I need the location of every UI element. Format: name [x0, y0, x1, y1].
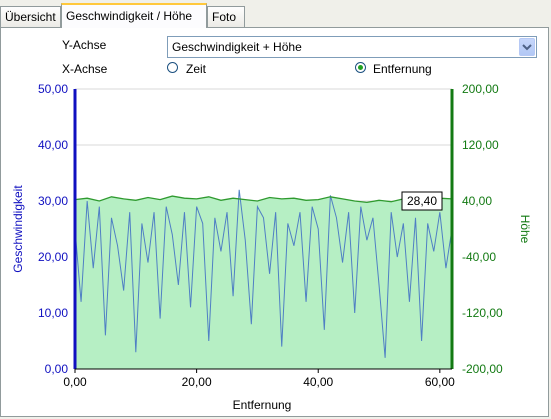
tab-overview[interactable]: Übersicht: [0, 6, 61, 27]
altitude-series-line: [74, 195, 453, 204]
y-tick-label: 40,00: [38, 138, 68, 152]
chevron-down-icon: [522, 44, 532, 51]
cursor-value-label: 28,40: [407, 194, 437, 208]
dropdown-button[interactable]: [519, 38, 535, 56]
y2-tick-label: 120,00: [462, 138, 499, 152]
x-tick-label: 40,00: [303, 375, 333, 389]
y2-axis-title: Höhe: [518, 215, 532, 244]
x-tick-label: 60,00: [425, 375, 455, 389]
y2-tick-label: 40,00: [462, 194, 492, 208]
radio-selected-dot: [358, 65, 363, 70]
tab-photo[interactable]: Foto: [207, 6, 245, 27]
altitude-area: [75, 196, 452, 369]
y2-tick-label: -40,00: [462, 250, 496, 264]
x-axis-label: X-Achse: [62, 62, 108, 76]
y-axis-label: Y-Achse: [62, 38, 107, 52]
y-tick-label: 50,00: [38, 82, 68, 96]
cursor-value-box: [401, 191, 443, 211]
x-tick-label: 0,00: [63, 375, 87, 389]
radio-time-label[interactable]: Zeit: [186, 62, 207, 76]
radio-distance[interactable]: [355, 62, 366, 73]
x-tick-label: 20,00: [182, 375, 212, 389]
y-axis-title: Geschwindigkeit: [11, 185, 25, 273]
x-axis-title: Entfernung: [233, 398, 292, 412]
y-axis-select-value: Geschwindigkeit + Höhe: [172, 40, 302, 54]
y2-tick-label: 200,00: [462, 82, 499, 96]
y-tick-label: 20,00: [38, 250, 68, 264]
y2-tick-label: -200,00: [462, 362, 503, 376]
speed-series-line: [74, 189, 453, 358]
y-axis-select[interactable]: Geschwindigkeit + Höhe: [167, 36, 537, 58]
tab-bar: Übersicht Geschwindigkeit / Höhe Foto: [0, 0, 551, 28]
y-tick-label: 10,00: [38, 306, 68, 320]
radio-distance-label[interactable]: Entfernung: [373, 62, 432, 76]
radio-time[interactable]: [167, 62, 178, 73]
y-tick-label: 30,00: [38, 194, 68, 208]
tab-speed-altitude[interactable]: Geschwindigkeit / Höhe: [61, 3, 207, 28]
y2-tick-label: -120,00: [462, 306, 503, 320]
y-tick-label: 0,00: [45, 362, 69, 376]
